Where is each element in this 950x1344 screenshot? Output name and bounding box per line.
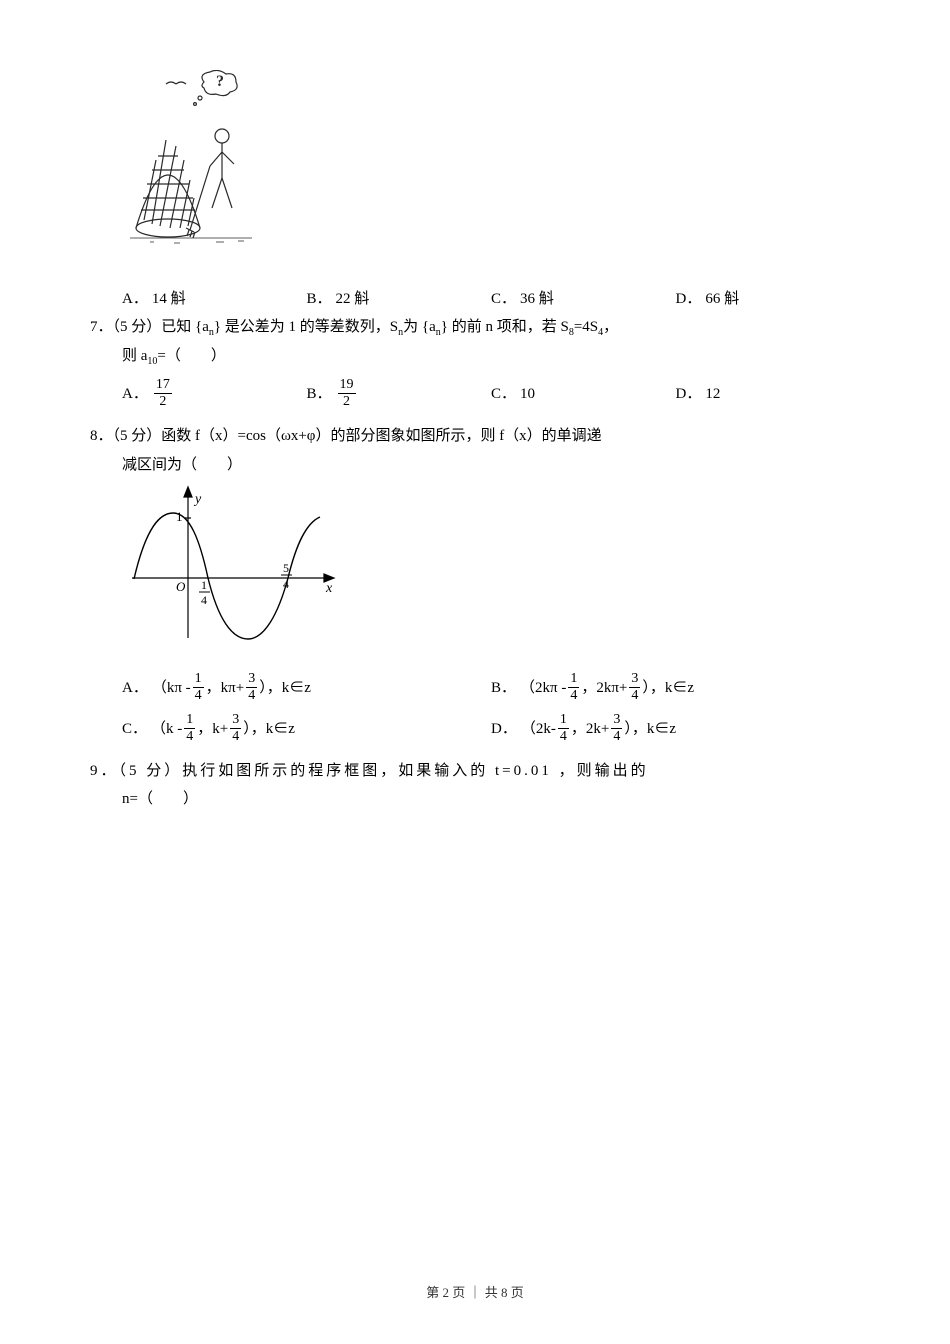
q8-c-f3n: 3 <box>230 713 241 729</box>
q7-l2-a: 则 a <box>122 348 147 364</box>
q8-d-pre: （ <box>521 715 536 744</box>
q6-opt-d: D．66 斛 <box>676 285 861 314</box>
svg-text:5: 5 <box>283 561 289 575</box>
q7-l2-b: =（ ） <box>157 348 225 364</box>
q7-a-den: 2 <box>159 394 166 409</box>
q7-stem-line2: 则 a10=（ ） <box>90 342 860 371</box>
svg-text:y: y <box>193 492 202 507</box>
q8-opt-d: D． （ 2k‑ 14 ，2k+ 34 ），k∈z <box>491 714 860 745</box>
q6-opt-b: B．22 斛 <box>307 285 492 314</box>
q8: 8．（5 分）函数 f（x）=cos（ωx+φ）的部分图象如图所示，则 f（x）… <box>90 422 860 745</box>
figure-cosine-graph: y 1 O x 1 4 5 4 <box>128 483 338 648</box>
q8-a-f1n: 1 <box>193 672 204 688</box>
q7-opt-d: D．12 <box>676 379 861 410</box>
q7-s-d: } 的前 n 项和，若 S <box>441 319 569 335</box>
q8-b-mid: ，2kπ+ <box>581 674 627 703</box>
svg-text:4: 4 <box>201 593 207 607</box>
q8-a-post: ），k∈z <box>259 674 311 703</box>
q8-d-post: ），k∈z <box>624 715 676 744</box>
q7-opt-c: C．10 <box>491 379 676 410</box>
q7-opt-a: A． 172 <box>122 379 307 410</box>
q8-b-f3n: 3 <box>629 672 640 688</box>
q8-c-mid: ，k+ <box>197 715 228 744</box>
q8-b-f1d: 4 <box>570 688 577 703</box>
q7-a-num: 17 <box>154 378 172 394</box>
q6-a-text: 14 斛 <box>152 285 186 314</box>
q8-d-k1: 2k‑ <box>536 715 556 744</box>
q8-d-f3d: 4 <box>613 729 620 744</box>
svg-text:?: ? <box>216 73 224 90</box>
q8-opt-a: A． （kπ ‑ 14 ，kπ+ 34 ），k∈z <box>122 673 491 704</box>
q8-b-post: ），k∈z <box>642 674 694 703</box>
q8-stem-line2: 减区间为（ ） <box>90 451 860 480</box>
page-sep: ｜ <box>468 1285 481 1300</box>
q7-c-text: 10 <box>520 380 535 409</box>
q6-opt-c: C．36 斛 <box>491 285 676 314</box>
q6-opt-a: A．14 斛 <box>122 285 307 314</box>
q8-d-f1d: 4 <box>560 729 567 744</box>
q7-s-e: =4S <box>574 319 598 335</box>
q8-c-post: ），k∈z <box>243 715 295 744</box>
q8-a-f3n: 3 <box>246 672 257 688</box>
svg-text:O: O <box>176 579 186 594</box>
q9-stem-line2: n=（ ） <box>90 785 860 814</box>
svg-text:4: 4 <box>283 577 289 591</box>
q8-b-pre: （2kπ ‑ <box>520 674 566 703</box>
q8-options: A． （kπ ‑ 14 ，kπ+ 34 ），k∈z B． （2kπ ‑ 14 ，… <box>90 673 860 745</box>
q7-opt-b: B． 192 <box>307 379 492 410</box>
q8-a-pre: （kπ ‑ <box>152 674 191 703</box>
page-total: 共 8 页 <box>485 1285 524 1300</box>
q8-b-f1n: 1 <box>568 672 579 688</box>
q8-a-mid: ，kπ+ <box>206 674 245 703</box>
q8-a-f3d: 4 <box>248 688 255 703</box>
q6-c-text: 36 斛 <box>520 285 554 314</box>
q8-opt-b: B． （2kπ ‑ 14 ，2kπ+ 34 ），k∈z <box>491 673 860 704</box>
svg-text:1: 1 <box>201 578 207 592</box>
q6-d-text: 66 斛 <box>705 285 739 314</box>
q8-stem-line1: 8．（5 分）函数 f（x）=cos（ωx+φ）的部分图象如图所示，则 f（x）… <box>90 422 860 451</box>
q9-stem-line1: 9．（5 分）执行如图所示的程序框图，如果输入的 t=0.01 ，则输出的 <box>90 757 860 786</box>
q9: 9．（5 分）执行如图所示的程序框图，如果输入的 t=0.01 ，则输出的 n=… <box>90 757 860 814</box>
q6-options: A．14 斛 B．22 斛 C．36 斛 D．66 斛 <box>90 285 860 314</box>
q8-c-f1d: 4 <box>186 729 193 744</box>
q8-c-pre: （k ‑ <box>151 715 182 744</box>
svg-text:x: x <box>325 581 333 596</box>
page-cur: 第 2 页 <box>426 1285 465 1300</box>
q7-s-a: 7．（5 分）已知 {a <box>90 319 209 335</box>
q7-s-f: ， <box>603 319 618 335</box>
q8-c-f3d: 4 <box>232 729 239 744</box>
page-number: 第 2 页 ｜ 共 8 页 <box>0 1281 950 1306</box>
q7-stem-line1: 7．（5 分）已知 {an} 是公差为 1 的等差数列，Sn为 {an} 的前 … <box>90 313 860 342</box>
q8-d-mid: ，2k+ <box>571 715 609 744</box>
q6-b-text: 22 斛 <box>336 285 370 314</box>
q8-c-f1n: 1 <box>184 713 195 729</box>
svg-text:1: 1 <box>176 509 183 524</box>
q7-options: A． 172 B． 192 C．10 D．12 <box>90 379 860 410</box>
q7-s-b: } 是公差为 1 的等差数列，S <box>214 319 398 335</box>
q7-b-num: 19 <box>338 378 356 394</box>
figure-cone-illustration: ? <box>126 70 256 250</box>
q8-d-f1n: 1 <box>558 713 569 729</box>
q7-d-text: 12 <box>705 380 720 409</box>
q7-s-c: 为 {a <box>403 319 436 335</box>
q7: 7．（5 分）已知 {an} 是公差为 1 的等差数列，Sn为 {an} 的前 … <box>90 313 860 410</box>
q8-d-f3n: 3 <box>611 713 622 729</box>
q8-b-f3d: 4 <box>631 688 638 703</box>
q8-a-f1d: 4 <box>195 688 202 703</box>
q7-b-den: 2 <box>343 394 350 409</box>
q8-opt-c: C． （k ‑ 14 ，k+ 34 ），k∈z <box>122 714 491 745</box>
